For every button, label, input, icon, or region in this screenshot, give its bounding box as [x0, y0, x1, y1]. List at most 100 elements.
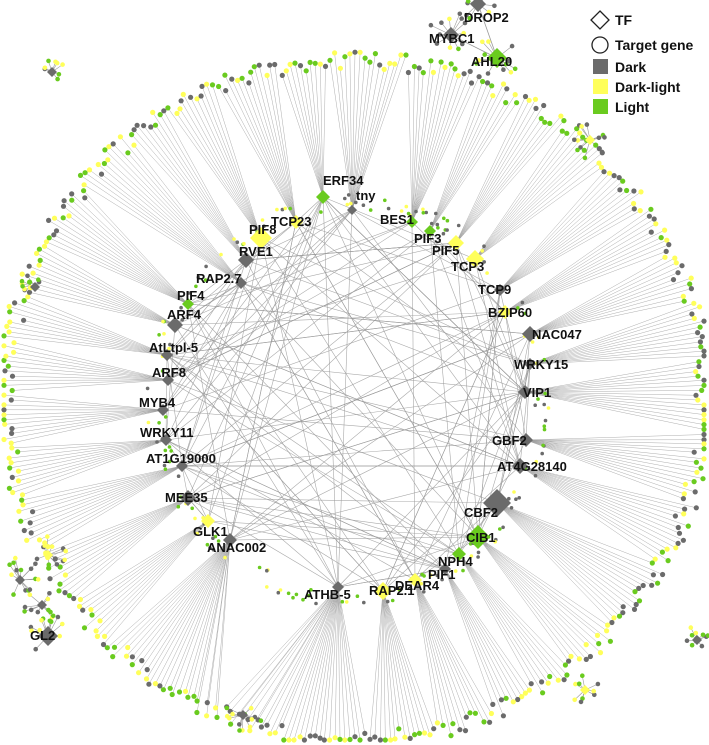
target-gene-node	[169, 449, 173, 453]
target-gene-node	[267, 731, 273, 737]
target-gene-node	[555, 677, 561, 683]
target-gene-node	[503, 695, 509, 701]
tf-target-edge	[529, 332, 698, 365]
target-gene-node	[134, 122, 140, 128]
tf-target-edge	[136, 125, 247, 261]
tf-target-edge	[11, 439, 167, 449]
target-gene-node	[390, 598, 395, 603]
target-gene-node	[442, 216, 446, 221]
tf-target-edge	[266, 586, 339, 726]
target-gene-node	[54, 562, 60, 567]
tf-target-edge	[3, 379, 169, 386]
target-gene-node	[688, 275, 694, 281]
target-gene-node	[528, 681, 534, 687]
target-gene-node	[180, 318, 185, 322]
tf-target-edge	[351, 62, 371, 211]
target-gene-node	[319, 210, 323, 214]
tf-target-edge	[477, 536, 598, 636]
target-gene-node	[276, 590, 281, 595]
tf-target-edge	[474, 162, 600, 260]
target-gene-node	[301, 597, 305, 602]
target-gene-node	[582, 155, 588, 161]
tf-tf-edge	[162, 196, 324, 411]
tf-target-edge	[152, 112, 247, 261]
target-gene-node	[696, 363, 702, 370]
target-gene-node	[82, 170, 88, 176]
target-gene-node	[480, 39, 485, 45]
tf-target-edge	[40, 260, 176, 326]
target-gene-node	[41, 243, 48, 249]
target-gene-node	[636, 598, 643, 604]
tf-target-edge	[504, 239, 667, 313]
tf-target-edge	[504, 209, 652, 313]
target-gene-node	[572, 697, 577, 703]
target-gene-node	[447, 16, 452, 22]
target-gene-node	[307, 733, 313, 739]
target-gene-node	[211, 536, 215, 540]
target-gene-node	[543, 391, 547, 396]
target-gene-node	[204, 713, 210, 719]
tf-target-edge	[22, 439, 167, 496]
legend-light-label: Light	[615, 99, 650, 115]
tf-target-edge	[474, 144, 596, 260]
tf-tf-edge	[229, 196, 324, 541]
target-gene-node	[2, 421, 8, 427]
target-gene-node	[457, 11, 463, 17]
target-gene-node	[577, 130, 583, 136]
target-gene-node	[180, 91, 186, 97]
target-gene-node	[673, 260, 679, 266]
tf-target-edge	[519, 465, 689, 527]
target-gene-node	[176, 689, 183, 695]
target-gene-node	[157, 112, 163, 118]
target-gene-node	[480, 249, 485, 253]
target-gene-node	[697, 324, 703, 330]
target-gene-node	[227, 716, 232, 721]
target-gene-node	[14, 567, 19, 573]
tf-target-edge	[529, 313, 692, 365]
target-gene-node	[460, 41, 465, 47]
target-gene-node	[258, 718, 264, 723]
target-gene-node	[701, 402, 707, 408]
target-gene-node	[695, 330, 701, 336]
target-gene-node	[235, 240, 240, 244]
target-gene-node	[51, 232, 57, 238]
tf-target-edge	[414, 579, 485, 723]
tf-tf-edge	[245, 259, 416, 581]
tf-target-edge	[183, 94, 262, 239]
tf-target-edge	[71, 193, 189, 305]
target-gene-node	[662, 254, 668, 260]
tf-target-edge	[155, 539, 231, 684]
target-gene-node	[7, 309, 13, 315]
target-gene-node	[36, 537, 43, 543]
tf-target-edge	[477, 536, 607, 631]
tf-target-edge	[33, 272, 176, 326]
tf-tf-edge	[504, 311, 527, 441]
tf-tf-edge	[167, 259, 247, 381]
tf-target-edge	[286, 70, 324, 198]
tf-label: PIF4	[177, 288, 205, 303]
tf-tf-edge	[166, 354, 460, 555]
target-gene-node	[689, 642, 695, 648]
tf-tf-edge	[382, 311, 506, 592]
target-gene-node	[611, 615, 617, 621]
target-gene-node	[9, 373, 16, 379]
target-gene-node	[3, 353, 9, 359]
target-gene-node	[461, 30, 467, 36]
target-gene-node	[165, 105, 171, 111]
target-gene-node	[101, 160, 107, 167]
target-gene-node	[46, 58, 51, 64]
target-gene-node	[21, 298, 27, 304]
target-gene-node	[169, 691, 175, 698]
target-gene-node	[681, 511, 687, 517]
target-gene-node	[558, 113, 564, 119]
target-gene-node	[27, 520, 33, 526]
tf-target-edge	[120, 136, 242, 284]
tf-target-edge	[382, 590, 434, 729]
tf-target-edge	[11, 409, 164, 429]
target-gene-node	[33, 646, 38, 652]
target-gene-node	[595, 681, 601, 687]
tf-target-edge	[477, 536, 587, 645]
target-gene-node	[22, 604, 28, 610]
target-gene-node	[60, 621, 65, 627]
tf-target-edge	[48, 220, 189, 305]
